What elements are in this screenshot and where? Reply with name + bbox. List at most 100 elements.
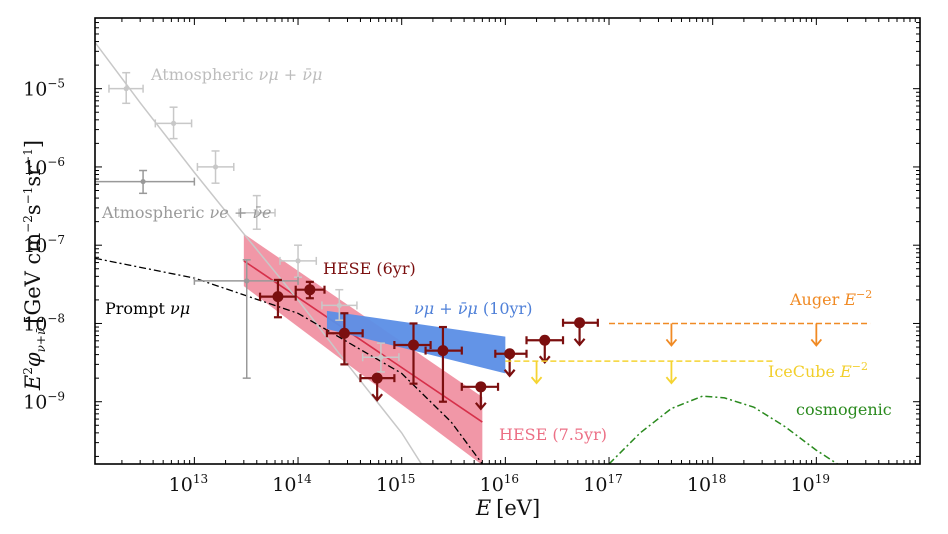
- y-tick-label-base-4: 10: [23, 79, 47, 101]
- x-tick-label-5: 1018: [687, 472, 726, 496]
- y-axis-unit: [GeV cm: [21, 233, 45, 324]
- hese-6yr-point-8: [539, 334, 551, 346]
- hese-6yr-point-9: [574, 317, 586, 329]
- label-auger-text: Auger: [789, 290, 844, 309]
- label-hese-7-5yr: HESE (7.5yr): [499, 425, 607, 444]
- y-axis-e: E: [21, 375, 45, 391]
- label-auger: Auger E−2: [789, 288, 872, 309]
- axis-ticks: [95, 17, 921, 464]
- y-tick-label-base-2: 10: [23, 235, 47, 257]
- label-prompt-numu: Prompt νμ: [105, 299, 190, 318]
- x-tick-label-4: 1017: [583, 472, 622, 496]
- y-axis-label: E2φν+ν̄[GeV cm−2s−1sr−1]: [21, 140, 48, 391]
- label-cosmogenic: cosmogenic: [796, 400, 892, 419]
- x-tick-label-base-0: 10: [169, 474, 193, 496]
- atmospheric-numu-point-2: [212, 164, 219, 170]
- auger-arrow-head-1: [810, 338, 823, 347]
- label-numu-10yr-math: νμ + ν̄μ: [414, 299, 478, 318]
- hese-6yr-point-0: [272, 291, 284, 303]
- x-tick-label-base-6: 10: [791, 474, 815, 496]
- y-tick-label-exp-0: −9: [47, 390, 65, 404]
- y-tick-label-2: 10−7: [23, 233, 65, 257]
- hese-6yr-ul-arrow-8: [538, 355, 551, 364]
- x-tick-label-base-4: 10: [583, 474, 607, 496]
- x-tick-label-exp-6: 19: [815, 472, 830, 486]
- hese-6yr-point-4: [437, 345, 449, 357]
- label-prompt-numu-text: Prompt: [105, 299, 170, 318]
- icecube-arrow-head-1: [665, 376, 678, 385]
- x-tick-label-exp-0: 13: [193, 472, 208, 486]
- atmospheric-numu-point-1: [170, 120, 177, 126]
- label-auger-exp: −2: [856, 288, 872, 301]
- label-atmospheric-numu-text: Atmospheric: [150, 65, 259, 84]
- x-tick-label-base-3: 10: [480, 474, 504, 496]
- icecube-arrow-head-0: [530, 376, 543, 385]
- x-tick-label-base-5: 10: [687, 474, 711, 496]
- prompt-numu-curve: [95, 257, 483, 464]
- x-tick-label-exp-1: 14: [296, 472, 312, 486]
- y-tick-label-exp-3: −6: [47, 155, 65, 169]
- label-prompt-numu-math: νμ: [170, 299, 190, 318]
- atmospheric-nue-point-1: [244, 278, 250, 284]
- y-tick-label-base-3: 10: [23, 157, 47, 179]
- y-tick-label-3: 10−6: [23, 155, 65, 179]
- label-numu-10yr: νμ + ν̄μ (10yr): [414, 299, 532, 318]
- hese-6yr-point-2: [338, 327, 350, 339]
- y-axis-exp-3: −1: [21, 148, 35, 166]
- y-axis-e-sup: 2: [21, 367, 35, 375]
- hese-6yr-ul-arrow-5: [371, 393, 384, 402]
- y-axis-exp-2: −1: [21, 187, 35, 205]
- label-icecube-math: E: [839, 362, 852, 381]
- y-tick-label-exp-4: −5: [47, 77, 65, 91]
- label-icecube-exp: −2: [852, 360, 868, 373]
- y-tick-label-4: 10−5: [23, 77, 65, 101]
- auger-arrow-head-0: [665, 338, 678, 347]
- y-axis-phi: φ: [21, 352, 45, 367]
- y-axis-s: s: [21, 204, 45, 215]
- x-tick-label-0: 1013: [169, 472, 208, 496]
- hese-6yr-point-3: [408, 339, 420, 351]
- atmospheric-numu-point-6: [378, 354, 384, 360]
- hese-6yr-ul-arrow-7: [503, 369, 516, 378]
- hese-6yr-ul-arrow-6: [474, 402, 487, 411]
- label-icecube-text: IceCube: [768, 362, 840, 381]
- y-tick-label-exp-2: −7: [47, 233, 65, 247]
- hese-7-5yr-band: [243, 233, 483, 464]
- y-tick-label-base-0: 10: [23, 392, 47, 414]
- label-numu-10yr-text: (10yr): [478, 299, 533, 318]
- y-axis-phi-sub: ν+ν̄: [34, 328, 48, 353]
- x-tick-label-1: 1014: [272, 472, 312, 496]
- x-tick-label-base-2: 10: [376, 474, 400, 496]
- atmospheric-numu-point-4: [295, 258, 301, 264]
- hese-6yr-point-6: [475, 381, 487, 393]
- label-atmospheric-nue: Atmospheric νe + ν̄e: [101, 203, 272, 222]
- x-axis-variable: E: [475, 496, 491, 520]
- atmospheric-numu-point-0: [123, 86, 129, 92]
- y-tick-label-1: 10−8: [23, 311, 65, 335]
- label-hese-6yr: HESE (6yr): [323, 259, 416, 278]
- label-icecube: IceCube E−2: [768, 360, 868, 381]
- y-tick-label-0: 10−9: [23, 390, 65, 414]
- y-axis-close: ]: [21, 140, 45, 148]
- x-axis-label: E [eV]: [475, 496, 540, 520]
- label-atmospheric-numu-math: νμ + ν̄μ: [259, 65, 323, 84]
- atmospheric-nue-point-0: [140, 178, 146, 185]
- label-auger-math: E: [843, 290, 856, 309]
- atmospheric-numu-model-curve: [95, 41, 423, 464]
- y-tick-label-exp-1: −8: [47, 311, 65, 325]
- x-tick-label-base-1: 10: [272, 474, 296, 496]
- cosmogenic-curve: [608, 395, 838, 464]
- hese-6yr-point-7: [504, 348, 516, 360]
- x-tick-label-exp-5: 18: [711, 472, 726, 486]
- hese-6yr-point-1: [304, 284, 316, 296]
- y-tick-label-base-1: 10: [23, 313, 47, 335]
- plot-area: [95, 41, 871, 464]
- x-tick-label-exp-4: 17: [607, 472, 622, 486]
- label-atmospheric-numu: Atmospheric νμ + ν̄μ: [150, 65, 322, 84]
- label-atmospheric-nue-text: Atmospheric: [101, 203, 210, 222]
- atmospheric-numu-point-3: [254, 210, 260, 216]
- x-tick-label-6: 1019: [791, 472, 830, 496]
- x-tick-label-exp-3: 16: [504, 472, 519, 486]
- label-atmospheric-nue-math: νe + ν̄e: [210, 203, 272, 222]
